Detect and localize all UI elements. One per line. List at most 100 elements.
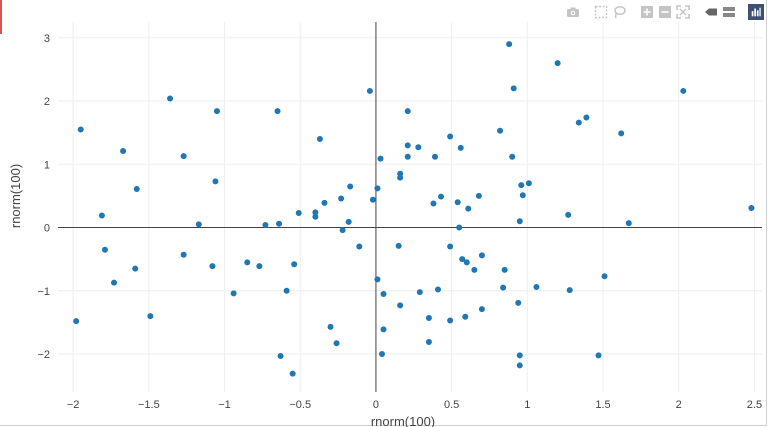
camera-icon[interactable] (564, 3, 582, 21)
scatter-point[interactable] (515, 299, 522, 306)
scatter-point[interactable] (101, 246, 108, 253)
scatter-point[interactable] (374, 276, 381, 283)
scatter-point[interactable] (425, 315, 432, 321)
scatter-point[interactable] (425, 339, 432, 346)
scatter-point[interactable] (312, 209, 319, 216)
scatter-point[interactable] (369, 196, 376, 203)
scatter-point[interactable] (289, 370, 296, 377)
scatter-point[interactable] (274, 108, 281, 115)
zoom-in-icon[interactable] (638, 3, 656, 21)
scatter-point[interactable] (345, 218, 352, 225)
scatter-point[interactable] (554, 60, 561, 67)
autoscale-icon[interactable] (674, 3, 692, 21)
scatter-point[interactable] (321, 199, 328, 206)
scatter-point[interactable] (291, 261, 298, 268)
scatter-point[interactable] (459, 256, 466, 263)
plotly-logo-icon[interactable] (748, 4, 764, 20)
scatter-point[interactable] (438, 193, 445, 200)
scatter-point[interactable] (680, 87, 687, 94)
scatter-point[interactable] (98, 212, 105, 219)
scatter-point[interactable] (338, 195, 345, 202)
scatter-point[interactable] (283, 287, 290, 294)
scatter-point[interactable] (516, 218, 523, 225)
scatter-point[interactable] (213, 108, 220, 115)
scatter-point[interactable] (509, 153, 516, 160)
scatter-point[interactable] (180, 251, 187, 258)
scatter-point[interactable] (395, 242, 402, 249)
scatter-point[interactable] (374, 185, 381, 192)
scatter-point[interactable] (506, 41, 513, 48)
scatter-point[interactable] (462, 313, 469, 320)
scatter-point[interactable] (415, 144, 422, 151)
scatter-point[interactable] (147, 313, 154, 320)
scatter-point[interactable] (431, 153, 438, 160)
scatter-point[interactable] (167, 95, 174, 102)
scatter-point[interactable] (212, 178, 219, 185)
scatter-point[interactable] (518, 182, 525, 189)
scatter-point[interactable] (333, 340, 340, 347)
scatter-point[interactable] (748, 204, 755, 211)
scatter-point[interactable] (430, 200, 437, 207)
scatter-point[interactable] (347, 183, 354, 190)
scatter-point[interactable] (312, 213, 319, 220)
scatter-point[interactable] (565, 211, 572, 218)
scatter-point[interactable] (595, 352, 602, 359)
scatter-point[interactable] (625, 220, 632, 227)
scatter-point[interactable] (339, 227, 346, 234)
scatter-point[interactable] (397, 170, 404, 177)
scatter-point[interactable] (244, 259, 251, 266)
scatter-point[interactable] (463, 259, 470, 266)
scatter-point[interactable] (465, 205, 472, 212)
scatter-point[interactable] (447, 243, 454, 250)
lasso-icon[interactable] (610, 3, 628, 21)
scatter-point[interactable] (501, 266, 508, 273)
scatter-point[interactable] (180, 153, 187, 160)
scatter-point[interactable] (447, 317, 454, 324)
scatter-point[interactable] (277, 352, 284, 359)
scatter-point[interactable] (516, 362, 523, 369)
scatter-point[interactable] (456, 224, 463, 231)
scatter-point[interactable] (601, 273, 608, 280)
scatter-point[interactable] (120, 148, 127, 155)
scatter-point[interactable] (132, 265, 139, 272)
scatter-point[interactable] (378, 351, 385, 358)
scatter-point[interactable] (510, 85, 517, 92)
scatter-point[interactable] (416, 289, 423, 296)
scatter-point[interactable] (516, 352, 523, 359)
scatter-point[interactable] (457, 144, 464, 151)
scatter-point[interactable] (276, 220, 283, 227)
scatter-point[interactable] (519, 192, 526, 199)
scatter-point[interactable] (471, 266, 478, 273)
scatter-point[interactable] (295, 210, 302, 217)
scatter-point[interactable] (262, 222, 269, 229)
scatter-point[interactable] (195, 221, 202, 228)
scatter-point[interactable] (380, 326, 387, 333)
scatter-point[interactable] (111, 279, 118, 286)
scatter-point[interactable] (533, 284, 540, 291)
scatter-point[interactable] (404, 153, 411, 160)
scatter-point[interactable] (435, 286, 442, 293)
scatter-point[interactable] (380, 290, 387, 297)
scatter-point[interactable] (575, 119, 582, 126)
hover-compare-icon[interactable] (720, 3, 738, 21)
scatter-point[interactable] (77, 126, 84, 133)
scatter-point[interactable] (447, 133, 454, 140)
scatter-point[interactable] (404, 108, 411, 115)
scatter-point[interactable] (327, 323, 334, 330)
scatter-point[interactable] (525, 180, 532, 187)
scatter-point[interactable] (366, 87, 373, 94)
box-select-icon[interactable] (592, 3, 610, 21)
scatter-point[interactable] (397, 302, 404, 309)
scatter-point[interactable] (316, 136, 323, 143)
scatter-point[interactable] (209, 263, 216, 270)
scatter-point[interactable] (618, 130, 625, 137)
zoom-out-icon[interactable] (656, 3, 674, 21)
scatter-point[interactable] (583, 114, 590, 121)
scatter-point[interactable] (478, 306, 485, 313)
scatter-point[interactable] (73, 318, 80, 325)
scatter-point[interactable] (500, 284, 507, 291)
scatter-point[interactable] (404, 142, 411, 149)
scatter-point[interactable] (478, 252, 485, 259)
scatter-point[interactable] (256, 263, 263, 270)
